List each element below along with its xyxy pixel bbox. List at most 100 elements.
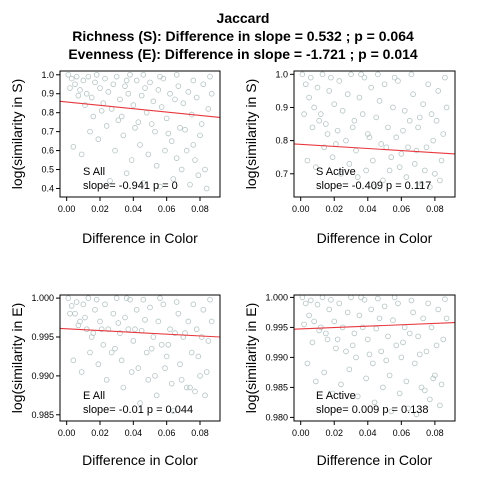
scatter-point (67, 85, 73, 91)
scatter-point (433, 342, 440, 349)
scatter-point (423, 348, 430, 355)
scatter-point (351, 330, 358, 337)
scatter-point (92, 79, 98, 86)
scatter-point (153, 162, 160, 169)
scatter-point (177, 361, 183, 368)
scatter-point (390, 104, 396, 111)
scatter-point (208, 90, 215, 97)
scatter-point (157, 183, 163, 190)
x-tick-label: 0.08 (426, 428, 444, 438)
scatter-point (202, 166, 208, 173)
scatter-point (301, 111, 307, 117)
scatter-point (128, 157, 135, 163)
scatter-point (406, 117, 413, 124)
scatter-point (343, 348, 349, 355)
y-tick-label: 0.7 (41, 127, 54, 137)
scatter-point (68, 75, 75, 82)
scatter-point (172, 330, 178, 336)
y-axis-label: log(similarity in E) (9, 303, 25, 413)
scatter-point (143, 109, 150, 116)
scatter-point (185, 89, 192, 95)
scatter-point (142, 317, 148, 323)
scatter-point (72, 81, 78, 88)
y-axis-label: log(similarity in S) (243, 79, 259, 189)
scatter-point (113, 295, 120, 301)
scatter-point (173, 71, 180, 78)
panel-annotation-label: S All (83, 166, 105, 178)
scatter-point (183, 384, 190, 391)
scatter-point (93, 71, 100, 78)
scatter-point (183, 147, 190, 154)
scatter-point (316, 117, 322, 124)
scatter-point (205, 106, 212, 112)
scatter-point (88, 94, 95, 101)
scatter-point (177, 125, 183, 131)
scatter-point (306, 94, 312, 101)
scatter-point (422, 387, 428, 394)
scatter-point (329, 390, 336, 397)
scatter-point (328, 296, 334, 303)
scatter-point (200, 306, 207, 313)
y-tick-label: 1.000 (265, 292, 288, 302)
y-tick-label: 0.5 (41, 165, 54, 175)
scatter-point (416, 351, 423, 358)
scatter-point (358, 294, 364, 301)
scatter-point (158, 104, 165, 110)
scatter-point (411, 161, 418, 167)
scatter-point (440, 131, 447, 137)
scatter-point (70, 357, 77, 364)
scatter-point (313, 164, 319, 170)
scatter-point (318, 111, 324, 117)
title-line-3: Evenness (E): Difference in slope = -1.7… (68, 46, 418, 62)
scatter-point (167, 326, 173, 333)
scatter-point (423, 144, 430, 151)
scatter-point (205, 338, 212, 344)
scatter-point (435, 306, 442, 313)
scatter-point (385, 333, 391, 340)
scatter-point (112, 147, 118, 154)
panel-annotation-label: S Active (316, 166, 356, 178)
x-tick-label: 0.08 (426, 204, 444, 214)
scatter-point (375, 295, 381, 302)
x-tick-label: 0.06 (393, 204, 411, 214)
y-tick-label: 0.9 (41, 89, 54, 99)
panels-group: 0.00 0.02 0.04 0.06 0.08 0.4 0.5 0.6 0.7 0.8 0.9 1.… (9, 69, 456, 468)
scatter-point (178, 166, 185, 173)
scatter-point (376, 315, 383, 322)
scatter-point (413, 411, 420, 418)
scatter-point (87, 128, 93, 135)
scatter-point (302, 81, 309, 88)
scatter-point (393, 342, 400, 349)
scatter-point (118, 357, 125, 364)
scatter-point (430, 137, 436, 144)
scatter-point (370, 360, 376, 367)
scatter-point (158, 341, 165, 348)
scatter-point (155, 87, 162, 93)
scatter-point (366, 134, 373, 141)
scatter-point (68, 303, 75, 309)
scatter-point (391, 74, 398, 81)
scatter-point (138, 92, 145, 99)
scatter-point (410, 309, 416, 316)
scatter-point (83, 326, 90, 333)
scatter-point (82, 314, 88, 321)
scatter-point (356, 94, 363, 101)
scatter-point (313, 378, 319, 385)
y-tick-label: 0.980 (265, 412, 288, 422)
scatter-point (130, 338, 137, 344)
scatter-point (398, 354, 405, 361)
scatter-point (155, 318, 162, 325)
y-tick-label: 0.995 (31, 332, 54, 342)
scatter-panel-4: 0.00 0.02 0.04 0.06 0.08 0.980 0.985 0.990 0.995… (243, 292, 456, 468)
x-axis-label: Difference in Color (317, 230, 433, 246)
scatter-point (438, 157, 445, 164)
scatter-point (437, 402, 443, 409)
regression-line (293, 143, 456, 155)
scatter-point (378, 141, 385, 147)
scatter-point (170, 408, 177, 414)
scatter-point (110, 310, 117, 317)
scatter-point (167, 90, 173, 97)
scatter-point (73, 299, 80, 305)
scatter-point (440, 336, 447, 343)
scatter-point (437, 177, 443, 184)
